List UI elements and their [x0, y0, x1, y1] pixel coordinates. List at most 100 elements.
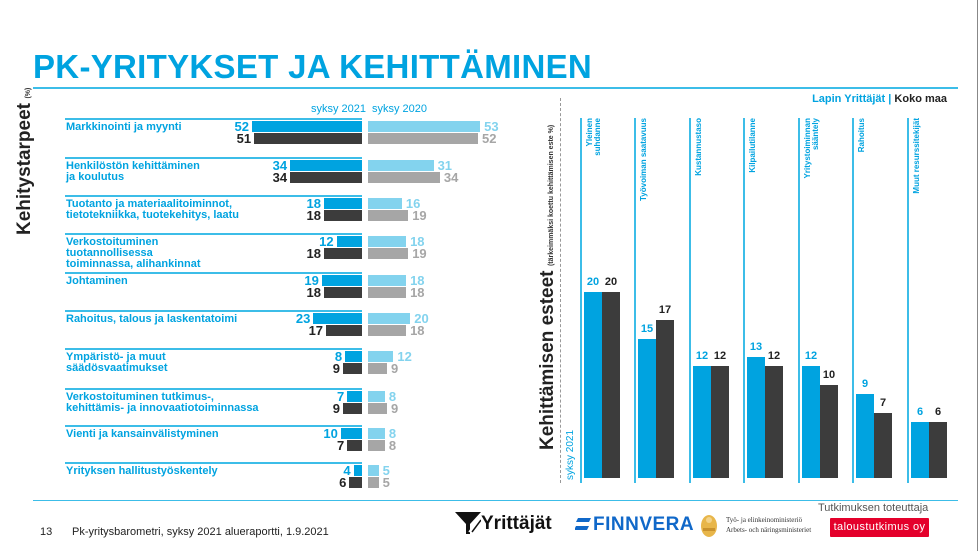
value-regional-2020: 12	[397, 349, 412, 364]
category-rule	[65, 310, 362, 312]
bar-national	[656, 319, 674, 478]
category-label: Henkilöstön kehittäminen ja koulutus	[66, 161, 276, 183]
bar-regional	[693, 366, 711, 478]
category-divider	[907, 118, 909, 483]
category-label-line: Yrityksen hallitustyöskentely	[66, 465, 218, 477]
tem-logo-line1: Työ- ja elinkeinoministeriö	[726, 516, 803, 524]
bar-regional	[747, 357, 765, 478]
category-label: Muut resurssitekijät	[912, 118, 937, 278]
category-label-line: toiminnassa, alihankinnat	[66, 258, 201, 270]
bar-national-2020	[368, 172, 440, 183]
yrittajat-logo: Yrittäjät	[481, 513, 552, 534]
category-label: Verkostoituminen tuotannollisessa toiminna…	[66, 237, 276, 270]
bar-national-2021	[290, 172, 362, 183]
category-label: Tuotanto ja materiaalitoiminnot, tietotek…	[66, 199, 276, 221]
bar-regional-2021	[252, 121, 362, 132]
value-national-2020: 34	[443, 170, 459, 185]
value-regional-2020: 8	[388, 426, 397, 441]
category-rule	[65, 272, 362, 274]
value-regional-2021: 34	[272, 158, 288, 173]
value-regional-2020: 20	[414, 311, 429, 326]
right-chart-subtitle: (tärkeimmäksi koettu kehittämisen este %…	[548, 124, 555, 267]
bar-national-2021	[254, 133, 362, 144]
bar-national-2021	[342, 363, 362, 374]
category-label-line: Verkostoituminen	[66, 236, 159, 248]
category-label-line: kehittämis- ja innovaatiotoiminnassa	[66, 402, 259, 414]
category-label: Yleinen suhdanne	[585, 118, 610, 278]
category-label-text: Rahoitus	[857, 118, 866, 268]
category-label-text: Yritystoiminnan sääntely	[803, 118, 820, 268]
category-label-line: tietotekniikka, tuotekehitys, laatu	[66, 209, 239, 221]
value-national-2020: 9	[391, 361, 399, 376]
bar-regional	[856, 394, 874, 478]
title-rule	[33, 87, 958, 89]
right-chart-title-text: Kehittämisen esteet	[537, 270, 558, 450]
value-national-2021: 7	[336, 438, 345, 453]
category-label: Yritystoiminnan sääntely	[803, 118, 828, 278]
bar-regional-2021	[347, 391, 362, 402]
bar-national-2021	[349, 477, 362, 488]
left-chart-unit: (%)	[25, 87, 32, 99]
category-label-line: Markkinointi ja myynti	[66, 121, 182, 133]
category-label: Rahoitus, talous ja laskentatoimi	[66, 314, 276, 325]
value-regional-2020: 53	[484, 119, 499, 134]
category-label-line: sääntely	[811, 118, 820, 151]
value-national-2021: 34	[272, 170, 288, 185]
category-label-line: Työvoiman saatavuus	[639, 118, 648, 201]
bar-national-2021	[323, 287, 362, 298]
category-label: Kustannustaso	[694, 118, 719, 278]
category-label-line: Verkostoituminen tutkimus-,	[66, 391, 214, 403]
bar-national-2021	[323, 248, 362, 259]
value-regional-2020: 31	[437, 158, 453, 173]
value-regional: 6	[916, 406, 924, 419]
value-regional-2021: 4	[343, 463, 351, 478]
category-label-line: Kilpailutilanne	[748, 118, 757, 173]
value-national-2020: 18	[410, 285, 425, 300]
bar-regional-2021	[340, 428, 362, 439]
left-chart-title-text: Kehitystarpeet	[14, 103, 35, 235]
category-label-text: Työvoiman saatavuus	[639, 118, 648, 268]
value-national-2021: 6	[339, 475, 347, 490]
bar-national-2021	[323, 210, 362, 221]
category-label-line: Vienti ja kansainvälistyminen	[66, 428, 219, 440]
category-label: Työvoiman saatavuus	[639, 118, 664, 278]
value-national-2021: 51	[236, 131, 252, 146]
category-label-line: Johtaminen	[66, 275, 128, 287]
page-edge	[977, 0, 978, 551]
value-national-2021: 18	[306, 208, 321, 223]
bar-national	[820, 385, 838, 478]
producer-badge: taloustutkimus oy	[830, 518, 929, 537]
category-label: Yrityksen hallitustyöskentely	[66, 466, 276, 477]
bar-regional-2021	[321, 275, 362, 286]
bar-regional-2021	[336, 236, 362, 247]
value-regional: 15	[640, 322, 654, 335]
finnvera-mark-icon	[575, 518, 591, 530]
bar-national-2020	[368, 210, 409, 221]
right-chart-title: Kehittämisen esteet (tärkeimmäksi koettu…	[537, 95, 559, 450]
value-regional-2021: 8	[334, 349, 343, 364]
bar-national-2020	[368, 287, 407, 298]
value-national: 20	[604, 276, 618, 288]
bar-regional	[638, 338, 656, 478]
bar-national-2020	[368, 477, 379, 488]
value-regional-2020: 8	[388, 389, 397, 404]
category-label-line: Muut resurssitekijät	[912, 118, 921, 194]
value-national: 12	[713, 350, 727, 363]
bar-regional-2021	[323, 198, 362, 209]
category-divider	[689, 118, 691, 483]
value-national-2021: 9	[332, 361, 340, 376]
bar-national	[711, 366, 729, 478]
value-national: 7	[879, 396, 887, 409]
category-label-line: Rahoitus, talous ja laskentatoimi	[66, 313, 238, 325]
bar-regional	[802, 366, 820, 478]
bar-national-2021	[347, 440, 362, 451]
category-label: Verkostoituminen tutkimus-, kehittämis- j…	[66, 392, 276, 414]
value-regional: 9	[861, 378, 869, 391]
value-regional-2020: 18	[410, 234, 425, 249]
bar-regional-2020	[368, 313, 411, 324]
value-regional-2021: 7	[336, 389, 345, 404]
category-label-text: Kustannustaso	[694, 118, 703, 268]
value-regional: 12	[695, 350, 709, 363]
value-national-2021: 9	[332, 401, 340, 416]
value-national-2020: 52	[482, 131, 497, 146]
